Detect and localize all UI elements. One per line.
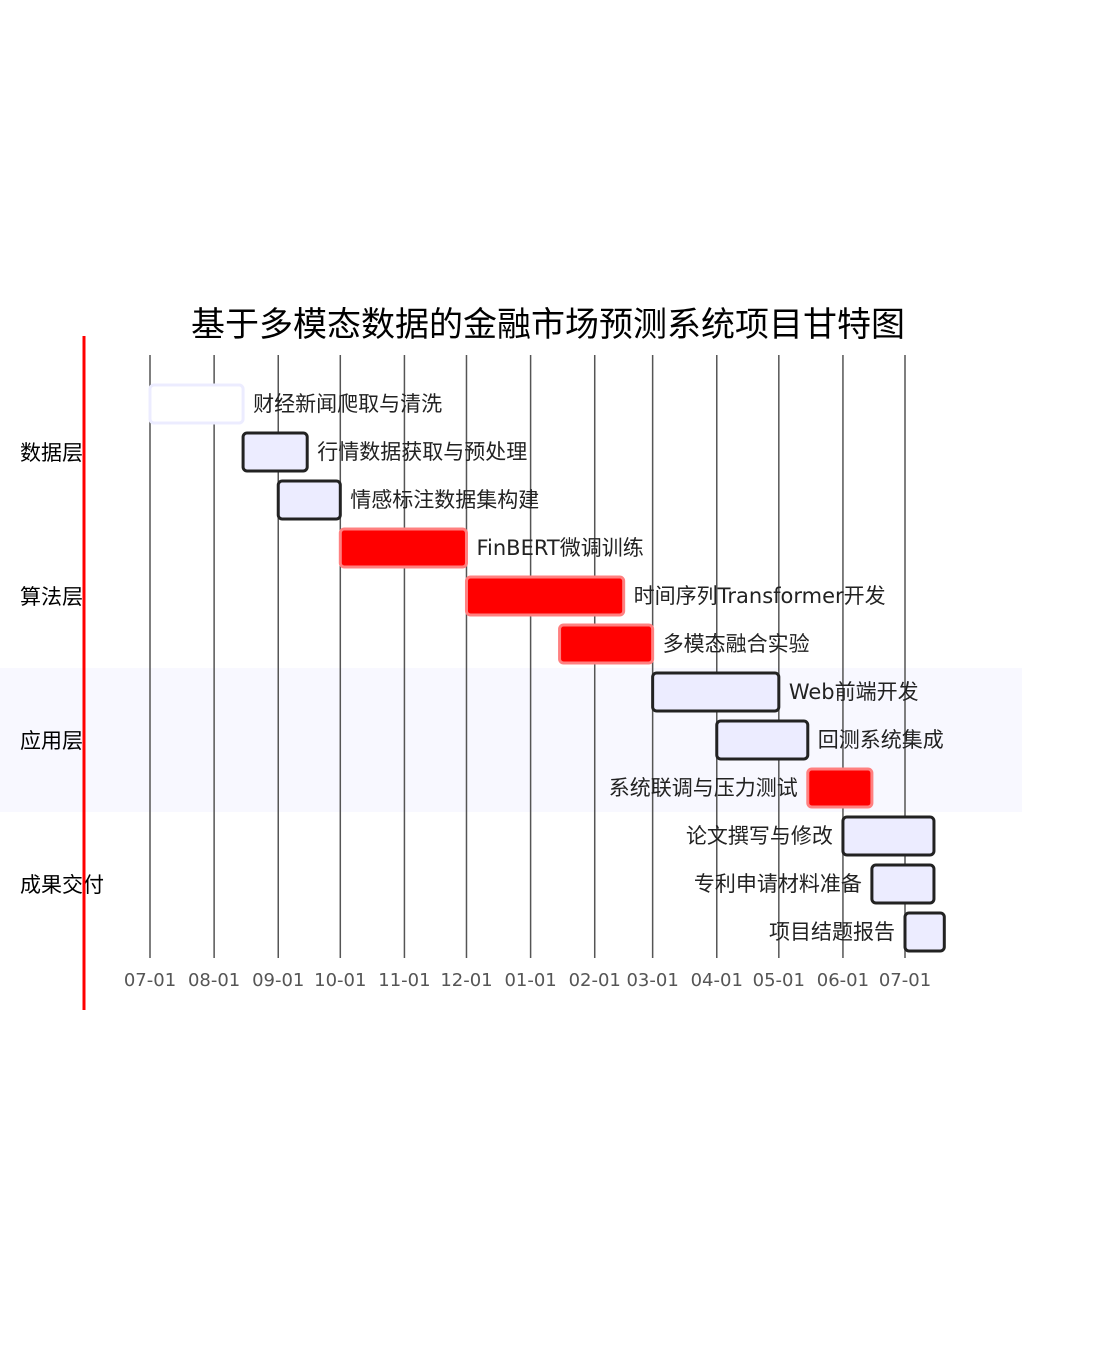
tick-label: 06-01 [817,970,869,991]
task-bar [806,767,874,809]
task-label: 时间序列Transformer开发 [634,584,886,608]
task-bar [148,383,245,425]
section-label: 应用层 [20,729,83,753]
chart-title: 基于多模态数据的金融市场预测系统项目甘特图 [191,305,905,345]
tick-label: 12-01 [440,970,492,991]
tick-label: 01-01 [504,970,556,991]
task-label: 专利申请材料准备 [694,872,862,896]
task-label: Web前端开发 [789,680,919,704]
tick-label: 10-01 [314,970,366,991]
tick-label: 11-01 [378,970,430,991]
task-label: 情感标注数据集构建 [350,488,539,512]
tick-label: 07-01 [879,970,931,991]
task-bar [338,527,468,569]
tick-label: 09-01 [252,970,304,991]
tick-label: 05-01 [753,970,805,991]
task-label: 多模态融合实验 [663,632,810,656]
task-bar [558,623,655,665]
task-label: FinBERT微调训练 [476,536,643,560]
task-label: 项目结题报告 [769,920,895,944]
task-bar [870,863,936,905]
task-bar [903,911,946,953]
task-label: 财经新闻爬取与清洗 [253,392,442,416]
tick-label: 02-01 [569,970,621,991]
task-bar [651,671,781,713]
tick-label: 03-01 [626,970,678,991]
section-label: 数据层 [20,441,83,465]
task-bar [464,575,626,617]
task-bar [841,815,936,857]
task-label: 论文撰写与修改 [686,824,833,848]
task-bar [276,479,342,521]
task-label: 系统联调与压力测试 [609,776,798,800]
section-label: 算法层 [20,585,83,609]
task-label: 回测系统集成 [818,728,944,752]
tick-label: 08-01 [188,970,240,991]
task-bars [148,383,946,953]
task-bar [715,719,810,761]
axis-ticks: 07-01 08-01 09-01 10-01 11-01 12-01 01-01 02-01… [124,970,931,991]
tick-label: 07-01 [124,970,176,991]
task-label: 行情数据获取与预处理 [317,440,527,464]
tick-label: 04-01 [691,970,743,991]
section-label: 成果交付 [20,873,104,897]
task-bar [241,431,309,473]
